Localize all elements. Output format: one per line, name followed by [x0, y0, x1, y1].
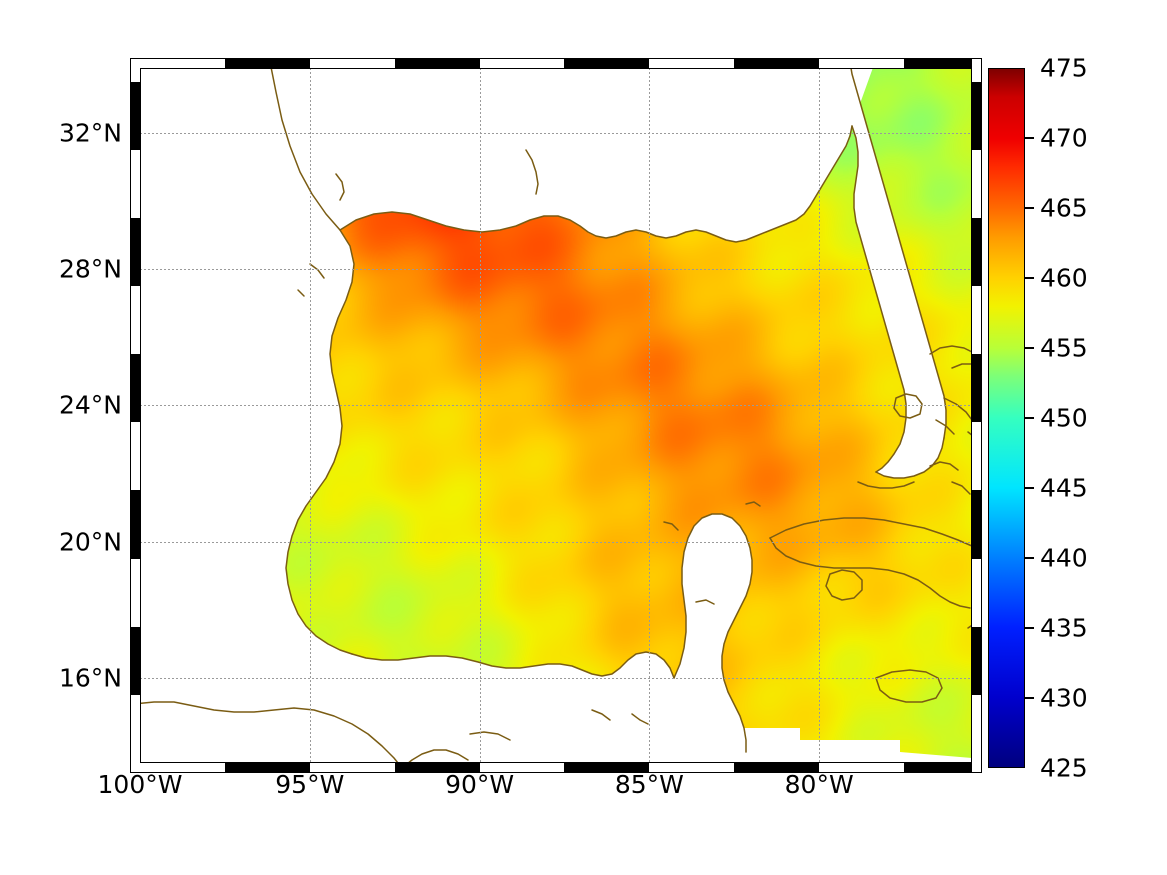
colorbar-tick-label: 445	[1040, 473, 1088, 503]
y-tick-label: 32°N	[58, 118, 122, 148]
frame-seg-top	[140, 58, 225, 68]
frame-seg-left	[130, 286, 140, 355]
frame-seg-top	[394, 58, 480, 68]
frame-seg-left	[130, 68, 140, 82]
frame-seg-top	[734, 58, 820, 68]
colorbar-tick-label: 440	[1040, 543, 1088, 573]
colorbar-tick-label: 430	[1040, 683, 1088, 713]
frame-seg-right	[972, 81, 982, 150]
y-tick-label: 24°N	[58, 390, 122, 420]
colorbar-tick-label: 470	[1040, 123, 1088, 153]
colorbar[interactable]	[988, 68, 1025, 768]
colorbar-tick	[1025, 417, 1034, 419]
colorbar-tick-label: 460	[1040, 263, 1088, 293]
frame-seg-left	[130, 694, 140, 763]
frame-seg-left	[130, 490, 140, 559]
colorbar-tick-label: 465	[1040, 193, 1088, 223]
colorbar-tick	[1025, 347, 1034, 349]
frame-seg-left	[130, 217, 140, 287]
frame-seg-left	[130, 558, 140, 627]
frame-seg-right	[972, 490, 982, 559]
frame-seg-top	[564, 58, 650, 68]
colorbar-tick	[1025, 277, 1034, 279]
colorbar-tick-label: 455	[1040, 333, 1088, 363]
colorbar-tick	[1025, 697, 1034, 699]
frame-seg-right	[972, 354, 982, 423]
frame-seg-left	[130, 422, 140, 491]
frame-seg-top	[819, 58, 905, 68]
colorbar-tick	[1025, 137, 1034, 139]
frame-seg-top	[904, 58, 972, 68]
x-tick-label: 90°W	[445, 770, 515, 799]
frame-seg-right	[972, 149, 982, 218]
colorbar-tick	[1025, 557, 1034, 559]
colorbar-gradient	[989, 69, 1024, 767]
y-tick-label: 28°N	[58, 254, 122, 284]
colorbar-tick	[1025, 487, 1034, 489]
frame-seg-left	[130, 149, 140, 218]
y-tick-label: 20°N	[58, 527, 122, 557]
map-plot-area	[140, 68, 972, 763]
frame-seg-top	[309, 58, 395, 68]
frame-seg-top	[649, 58, 735, 68]
colorbar-tick-label: 475	[1040, 53, 1088, 83]
colorbar-tick-label: 435	[1040, 613, 1088, 643]
frame-seg-left	[130, 626, 140, 695]
frame-seg-top	[224, 58, 310, 68]
frame-seg-bottom	[904, 763, 972, 773]
colorbar-tick-label: 425	[1040, 753, 1088, 783]
colorbar-tick	[1025, 627, 1034, 629]
x-tick-label: 85°W	[614, 770, 684, 799]
x-tick-label: 95°W	[275, 770, 345, 799]
x-tick-label: 100°W	[97, 770, 183, 799]
map-axes	[130, 58, 982, 773]
frame-seg-right	[972, 558, 982, 627]
frame-seg-left	[130, 354, 140, 423]
frame-seg-right	[972, 217, 982, 287]
frame-seg-top	[479, 58, 565, 68]
land-mask-polygon	[850, 68, 946, 478]
colorbar-tick	[1025, 207, 1034, 209]
frame-seg-right	[972, 694, 982, 763]
frame-seg-right	[972, 286, 982, 355]
frame-seg-right	[972, 626, 982, 695]
x-tick-label: 80°W	[784, 770, 854, 799]
y-tick-label: 16°N	[58, 663, 122, 693]
colorbar-tick-label: 450	[1040, 403, 1088, 433]
frame-seg-right	[972, 422, 982, 491]
frame-seg-left	[130, 81, 140, 150]
frame-seg-right	[972, 68, 982, 82]
land-mask-svg	[140, 68, 972, 763]
